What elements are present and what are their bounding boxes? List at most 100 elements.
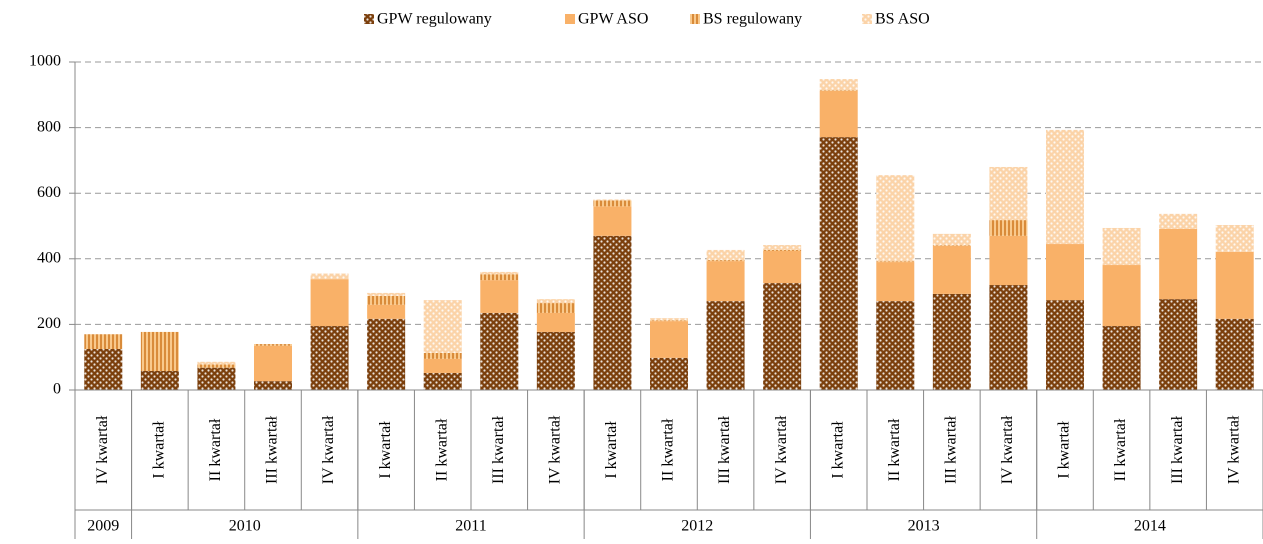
x-tick-label: IV kwartał — [94, 415, 111, 484]
bar-segment — [197, 361, 236, 365]
bar-segment — [1102, 227, 1141, 266]
bar-segment — [1159, 228, 1198, 300]
bar-segment — [84, 349, 123, 390]
bar-segment — [367, 295, 406, 305]
bar-segment — [480, 274, 519, 281]
x-tick-label: III kwartał — [1169, 415, 1186, 484]
bar-segment — [1215, 251, 1254, 319]
bar-segment — [367, 304, 406, 319]
bar-segment — [819, 79, 858, 91]
bar-segment — [650, 320, 688, 322]
bar-segment — [480, 312, 519, 390]
bar-segment — [423, 372, 462, 390]
bar-segment — [536, 303, 575, 313]
x-tick-label: I kwartał — [1056, 421, 1073, 479]
bar-segment — [989, 285, 1028, 390]
bar-segment — [932, 233, 971, 246]
group-label: 2010 — [229, 518, 261, 535]
x-tick-label: III kwartał — [716, 415, 733, 484]
bar-segment — [932, 245, 971, 247]
x-tick-label: III kwartał — [943, 415, 960, 484]
legend-label: GPW ASO — [578, 11, 648, 28]
bar-segment — [310, 273, 349, 280]
bar-segment — [254, 344, 292, 346]
group-label: 2011 — [455, 518, 486, 535]
bar-segment — [876, 262, 915, 302]
x-tick-label: IV kwartał — [547, 415, 564, 484]
x-tick-label: IV kwartał — [773, 415, 790, 484]
bar-segment — [84, 334, 123, 349]
x-tick-label: II kwartał — [207, 418, 224, 481]
legend-swatch — [690, 14, 700, 24]
bar-segment — [819, 137, 858, 390]
bar-segment — [650, 357, 688, 390]
bar-segment — [1215, 318, 1254, 390]
x-tick-label: I kwartał — [603, 421, 620, 479]
bar-segment — [876, 175, 915, 262]
group-label: 2014 — [1134, 518, 1166, 535]
group-label: 2009 — [87, 518, 119, 535]
bar-segment — [367, 318, 406, 390]
bar-segment — [706, 261, 745, 302]
bar-segment — [1159, 299, 1198, 390]
bar-segment — [310, 279, 349, 327]
bar-segment — [140, 370, 179, 390]
group-label: 2012 — [681, 518, 713, 535]
bar-segment — [932, 246, 971, 294]
bar-segment — [480, 280, 519, 313]
bar-segment — [1215, 225, 1254, 252]
bar-segment — [706, 260, 745, 262]
bar-segment — [140, 331, 179, 371]
bar-segment — [876, 301, 915, 390]
bar-segment — [706, 301, 745, 390]
bar-segment — [989, 166, 1028, 221]
bar-segment — [536, 299, 575, 304]
bar-segment — [197, 367, 236, 390]
bar-segment — [932, 293, 971, 390]
bar-segment — [1102, 265, 1141, 327]
bar-segment — [593, 200, 632, 207]
legend-swatch — [862, 14, 872, 24]
bar-segment — [763, 249, 802, 251]
x-tick-label: II kwartał — [886, 418, 903, 481]
bar-segment — [423, 300, 462, 353]
legend-label: BS regulowany — [703, 11, 802, 28]
bar-segment — [763, 283, 802, 390]
bar-segment — [423, 352, 462, 359]
bar-segment — [763, 250, 802, 284]
x-tick-label: II kwartał — [433, 418, 450, 481]
bar-segment — [763, 245, 802, 250]
y-tick-label: 200 — [37, 315, 61, 332]
bar-segment — [650, 321, 688, 358]
bar-segment — [536, 331, 575, 390]
bar-segment — [593, 235, 632, 390]
bar-segment — [593, 199, 632, 201]
bar-segment — [254, 381, 292, 390]
group-label: 2013 — [908, 518, 940, 535]
bar-segment — [1159, 213, 1198, 229]
bar-segment — [310, 326, 349, 390]
bar-segment — [989, 235, 1028, 286]
y-tick-label: 0 — [53, 381, 61, 398]
legend-label: GPW regulowany — [377, 11, 492, 28]
bar-segment — [1046, 129, 1084, 245]
bar-segment — [1046, 244, 1084, 301]
x-tick-label: III kwartał — [264, 415, 281, 484]
x-tick-label: II kwartał — [1112, 418, 1129, 481]
x-tick-label: IV kwartał — [1225, 415, 1242, 484]
legend-swatch — [565, 14, 575, 24]
bar-segment — [423, 358, 462, 373]
bar-segment — [876, 261, 915, 263]
bar-segment — [819, 90, 858, 138]
legend-label: BS ASO — [875, 11, 930, 28]
x-tick-label: I kwartał — [829, 421, 846, 479]
y-tick-label: 600 — [37, 184, 61, 201]
bar-segment — [197, 364, 236, 368]
bar-segment — [819, 90, 858, 91]
x-tick-label: I kwartał — [377, 421, 394, 479]
x-tick-label: II kwartał — [660, 418, 677, 481]
bar-segment — [1046, 300, 1084, 390]
bar-segment — [367, 292, 406, 296]
bar-segment — [254, 345, 292, 382]
bar-segment — [650, 318, 688, 321]
